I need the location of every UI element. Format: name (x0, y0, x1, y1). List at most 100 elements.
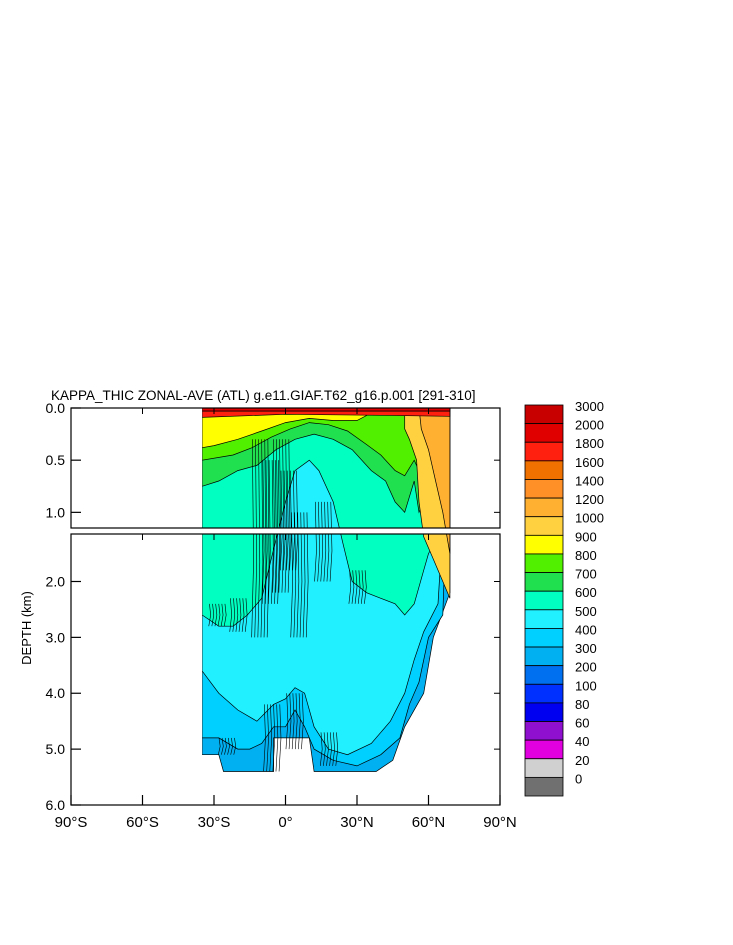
contour-scribble (238, 598, 242, 632)
x-tick-label: 60°N (412, 814, 446, 831)
contour-scribble (321, 501, 323, 528)
contour-scribble (275, 704, 279, 772)
colorbar-label: 400 (575, 622, 597, 637)
colorbar-label: 200 (575, 660, 597, 675)
contour-scribble (275, 534, 278, 593)
contour-scribble (224, 737, 227, 755)
blank-north (452, 534, 500, 805)
contour-scribble (279, 534, 283, 571)
contour-scribble (241, 598, 245, 632)
contour-scribble (263, 704, 266, 772)
colorbar-swatch (524, 516, 564, 536)
colorbar-swatch (524, 479, 564, 499)
colorbar-label: 1200 (575, 492, 604, 507)
contour-scribble (221, 737, 224, 755)
contour-scribble (258, 439, 260, 528)
contour-scribble (324, 501, 326, 528)
colorbar-swatch (524, 665, 564, 685)
contour-scribble (227, 737, 230, 755)
contour-scribble (268, 460, 271, 528)
contour-scribble (264, 439, 266, 528)
contour-scribble (326, 732, 329, 766)
band-600-700 (201, 534, 439, 627)
y-tick-label-upper: 0.0 (46, 400, 66, 416)
contour-scribble (217, 737, 221, 755)
colorbar-label: 500 (575, 604, 597, 619)
contour-scribble (214, 603, 218, 627)
contour-scribble (292, 534, 295, 571)
y-tick-label-lower: 2.0 (46, 573, 66, 589)
band-1200-1400 (446, 534, 451, 554)
plot-area (70, 407, 501, 806)
contour-scribble (235, 598, 239, 632)
contour-scribble (301, 693, 304, 750)
colorbar-swatch (524, 423, 564, 443)
contour-scribble (223, 603, 227, 627)
colorbar-label: 300 (575, 641, 597, 656)
y-tick-label-lower: 3.0 (46, 629, 66, 645)
colorbar-swatch (524, 628, 564, 648)
contour-scribble (314, 534, 317, 582)
colorbar-swatch (524, 553, 564, 573)
contour-scribble (252, 439, 254, 528)
contour-scribble (364, 570, 367, 604)
contour-scribble (271, 460, 274, 528)
contour-scribble (326, 534, 330, 582)
colorbar-label: 40 (575, 734, 589, 749)
colorbar-swatch (524, 721, 564, 741)
colorbar-swatch (524, 534, 564, 555)
x-tick-label: 90°S (55, 814, 88, 831)
y-tick-label-upper: 0.5 (46, 452, 66, 468)
contour-scribble (282, 439, 284, 528)
contour-scribble (278, 460, 280, 528)
contour-scribble (281, 534, 285, 593)
colorbar-label: 20 (575, 753, 589, 768)
colorbar-label: 3000 (575, 399, 604, 414)
contour-scribble (254, 534, 257, 638)
contour-scribble (217, 603, 221, 627)
noise-contours (252, 439, 332, 528)
contour-scribble (305, 534, 309, 638)
contour-scribble (287, 534, 291, 593)
contour-scribble (220, 603, 224, 627)
contour-scribble (351, 570, 355, 604)
colorbar-swatch (524, 572, 564, 592)
contour-scribble (208, 603, 211, 627)
contour-scribble (257, 534, 261, 638)
colorbar-swatch (524, 590, 564, 611)
contour-scribble (291, 693, 295, 750)
contour-scribble (329, 732, 332, 766)
contour-scribble (272, 534, 275, 593)
contour-scribble (278, 534, 282, 593)
contour-scribble (280, 470, 283, 528)
colorbar-swatch (524, 646, 564, 667)
contour-scribble (232, 598, 236, 632)
contour-scribble (265, 460, 268, 528)
contour-scribble (266, 704, 269, 772)
contour-scribble (266, 534, 270, 638)
blank-south (71, 534, 203, 805)
y-tick-label-lower: 4.0 (46, 685, 66, 701)
contour-scribble (267, 439, 270, 528)
y-axis-label: DEPTH (km) (19, 591, 34, 665)
contour-scribble (268, 534, 271, 604)
contour-scribble (288, 439, 291, 528)
contour-scribble (332, 732, 335, 766)
contour-scribble (271, 534, 274, 604)
contour-scribble (319, 732, 323, 766)
contour-scribble (360, 570, 364, 604)
contour-scribble (293, 470, 295, 528)
contour-scribble (348, 570, 352, 604)
contour-scribble (264, 534, 268, 604)
contour-scribble (279, 439, 281, 528)
contour-scribble (261, 439, 263, 528)
colorbar: 3000200018001600140012001000900800700600… (524, 399, 604, 797)
contour-scribble (357, 570, 361, 604)
field-clipD (71, 534, 500, 805)
colorbar-swatch (524, 460, 564, 480)
contour-scribble (335, 732, 338, 766)
contour-scribble (211, 603, 215, 627)
contour-scribble (285, 439, 288, 528)
contour-scribble (293, 534, 297, 638)
colorbar-label: 1000 (575, 511, 604, 526)
